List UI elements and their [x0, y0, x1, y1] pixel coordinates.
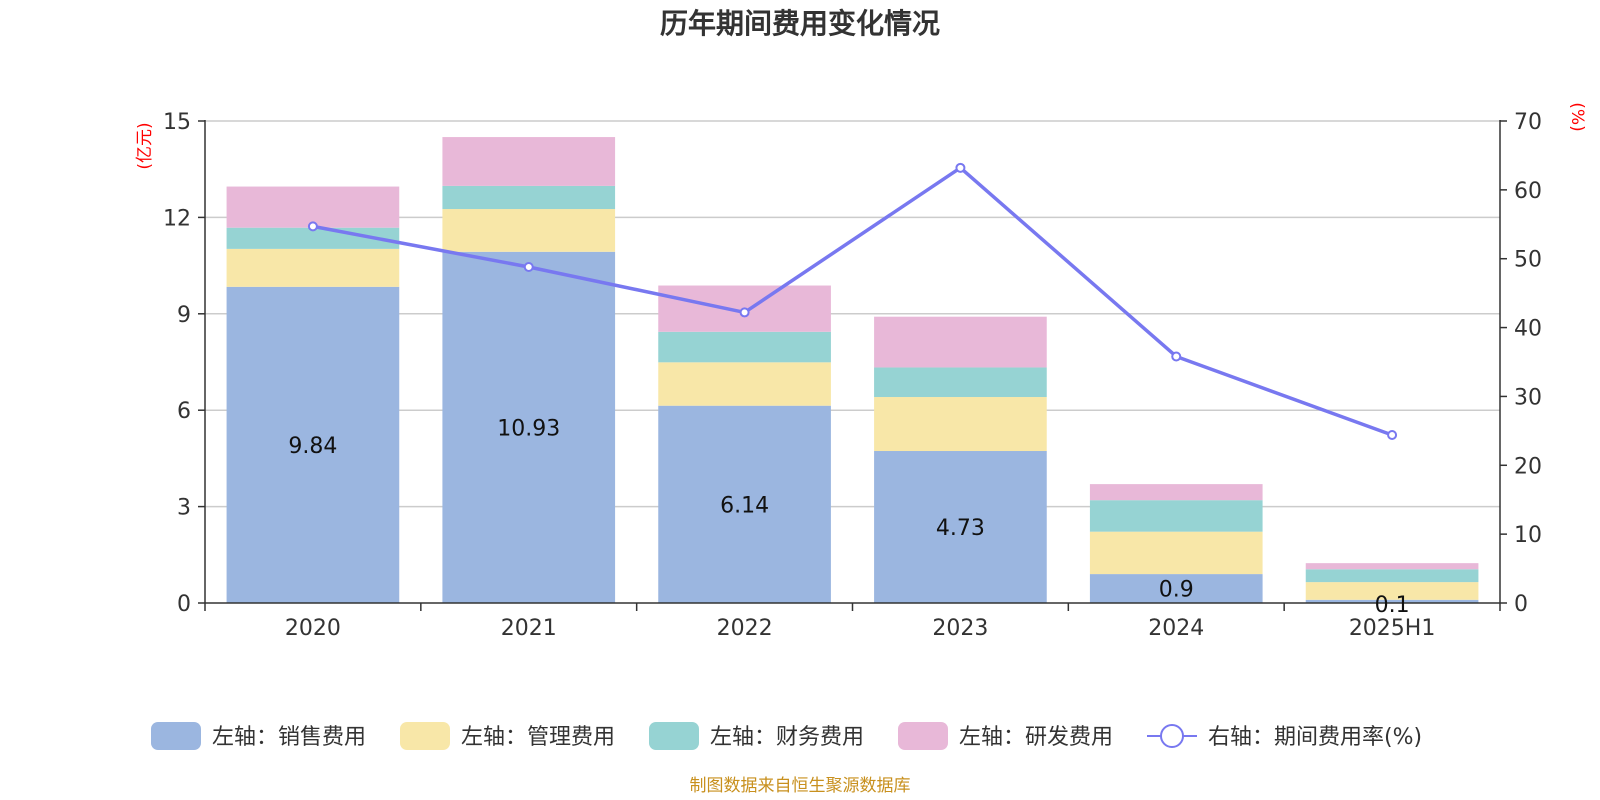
- bar-segment: [1089, 531, 1263, 575]
- rate-point: [1171, 351, 1182, 362]
- data-source: 制图数据来自恒生聚源数据库: [690, 776, 911, 796]
- rate-point: [1387, 429, 1398, 440]
- right-tick-label: 70: [1514, 110, 1542, 135]
- grid: [205, 120, 1500, 508]
- bar-segment: [1305, 569, 1479, 583]
- bar-value-label: 0.1: [1375, 593, 1410, 618]
- left-tick-label: 0: [177, 592, 191, 617]
- chart-title: 历年期间费用变化情况: [660, 7, 940, 40]
- right-tick-label: 40: [1514, 317, 1542, 342]
- bar-segment: [874, 451, 1047, 603]
- bar-value-label: 10.93: [497, 416, 560, 441]
- bars: [226, 137, 1479, 604]
- right-tick-label: 20: [1514, 454, 1542, 479]
- left-axis-unit: (亿元): [135, 122, 155, 169]
- bar-segment: [442, 251, 616, 604]
- bar-segment: [874, 316, 1047, 368]
- bar-segment: [1089, 484, 1263, 501]
- bar-segment: [1305, 599, 1479, 603]
- legend-label: 左轴：管理费用: [461, 725, 615, 750]
- legend-swatch: [400, 722, 450, 750]
- bar-value-label: 0.9: [1159, 578, 1194, 603]
- bar-segment: [1305, 563, 1479, 570]
- right-tick-label: 10: [1514, 523, 1542, 548]
- right-tick-label: 60: [1514, 179, 1542, 204]
- bar-segment: [226, 186, 400, 228]
- legend-label: 左轴：研发费用: [959, 725, 1113, 750]
- bar-segment: [442, 137, 616, 186]
- right-tick-label: 50: [1514, 248, 1542, 273]
- bar-segment: [226, 248, 400, 287]
- rate-line-path: [312, 165, 1393, 437]
- axes: 0 3 6 9 12 15 0 10 20 30 40 50 60 70 2020 2021 2022 2023 2…: [163, 110, 1542, 641]
- rate-point: [955, 162, 966, 173]
- right-tick-label: 0: [1514, 592, 1528, 617]
- rate-line: [307, 162, 1398, 440]
- bar-segment: [1305, 582, 1479, 600]
- legend: 左轴：销售费用 左轴：管理费用 左轴：财务费用 左轴：研发费用 右轴：期间费用率(%): [151, 722, 1422, 750]
- x-tick-label: 2022: [717, 616, 773, 641]
- bar-segment: [226, 286, 400, 603]
- x-tick-label: 2024: [1148, 616, 1204, 641]
- left-tick-label: 6: [177, 399, 191, 424]
- bar-segment: [1089, 500, 1263, 532]
- bar-segment: [874, 397, 1047, 452]
- legend-label: 右轴：期间费用率(%): [1208, 725, 1422, 750]
- x-tick-label: 2023: [932, 616, 988, 641]
- left-tick-label: 9: [177, 303, 191, 328]
- right-tick-label: 30: [1514, 385, 1542, 410]
- right-axis-unit: (%): [1567, 102, 1587, 131]
- bar-labels: 9.84 10.93 6.14 4.73 0.9 0.1: [288, 416, 1409, 617]
- bar-segment: [442, 185, 616, 210]
- left-tick-label: 3: [177, 496, 191, 521]
- bar-segment: [658, 331, 831, 363]
- bar-segment: [658, 362, 831, 406]
- legend-label: 左轴：销售费用: [212, 725, 366, 750]
- rate-point: [307, 221, 318, 232]
- rate-point: [523, 261, 534, 272]
- bar-value-label: 9.84: [288, 434, 337, 459]
- x-tick-label: 2020: [285, 616, 341, 641]
- legend-marker: [1160, 724, 1184, 748]
- bar-value-label: 4.73: [936, 516, 985, 541]
- legend-label: 左轴：财务费用: [710, 725, 864, 750]
- legend-swatch: [898, 722, 948, 750]
- x-tick-label: 2021: [501, 616, 557, 641]
- rate-point: [739, 307, 750, 318]
- legend-swatch: [151, 722, 201, 750]
- bar-segment: [442, 209, 616, 252]
- bar-segment: [1089, 574, 1263, 603]
- bar-segment: [658, 405, 831, 603]
- x-tick-label: 2025H1: [1349, 616, 1436, 641]
- left-tick-label: 15: [163, 110, 191, 135]
- bar-value-label: 6.14: [720, 493, 769, 518]
- bar-segment: [874, 367, 1047, 398]
- legend-swatch: [649, 722, 699, 750]
- left-tick-label: 12: [163, 206, 191, 231]
